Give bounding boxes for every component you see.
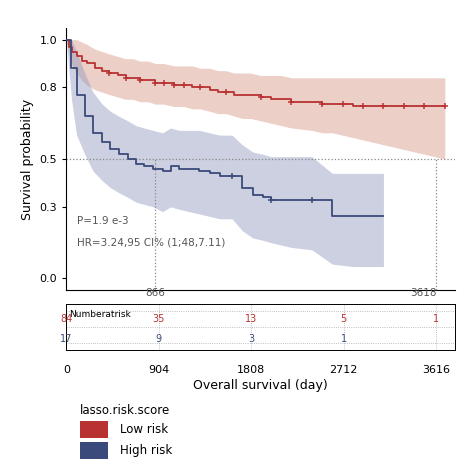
Text: Low risk: Low risk <box>120 423 168 436</box>
Text: 84: 84 <box>60 314 73 324</box>
Text: 1808: 1808 <box>237 365 265 375</box>
Text: 0: 0 <box>63 365 70 375</box>
Text: 3: 3 <box>248 334 255 344</box>
Text: 5: 5 <box>341 314 347 324</box>
Text: 1: 1 <box>433 314 439 324</box>
Text: High risk: High risk <box>120 444 172 457</box>
Text: 904: 904 <box>148 365 169 375</box>
Text: 13: 13 <box>245 314 257 324</box>
Text: 3618: 3618 <box>410 288 437 298</box>
Text: 2712: 2712 <box>329 365 358 375</box>
Text: 9: 9 <box>156 334 162 344</box>
Text: P=1.9 e-3: P=1.9 e-3 <box>77 216 128 226</box>
Bar <box>80 421 108 438</box>
Text: 866: 866 <box>145 288 165 298</box>
Text: HR=3.24,95 CI% (1;48,7.11): HR=3.24,95 CI% (1;48,7.11) <box>77 237 225 248</box>
Y-axis label: Survival probability: Survival probability <box>21 99 34 219</box>
Bar <box>80 443 108 459</box>
Text: 35: 35 <box>153 314 165 324</box>
Text: 17: 17 <box>60 334 73 344</box>
Text: 1: 1 <box>341 334 347 344</box>
Text: lasso.risk.score: lasso.risk.score <box>80 404 170 417</box>
Text: 3616: 3616 <box>422 365 450 375</box>
Text: Overall survival (day): Overall survival (day) <box>193 379 328 392</box>
Text: Numberatrisk: Numberatrisk <box>69 310 131 319</box>
